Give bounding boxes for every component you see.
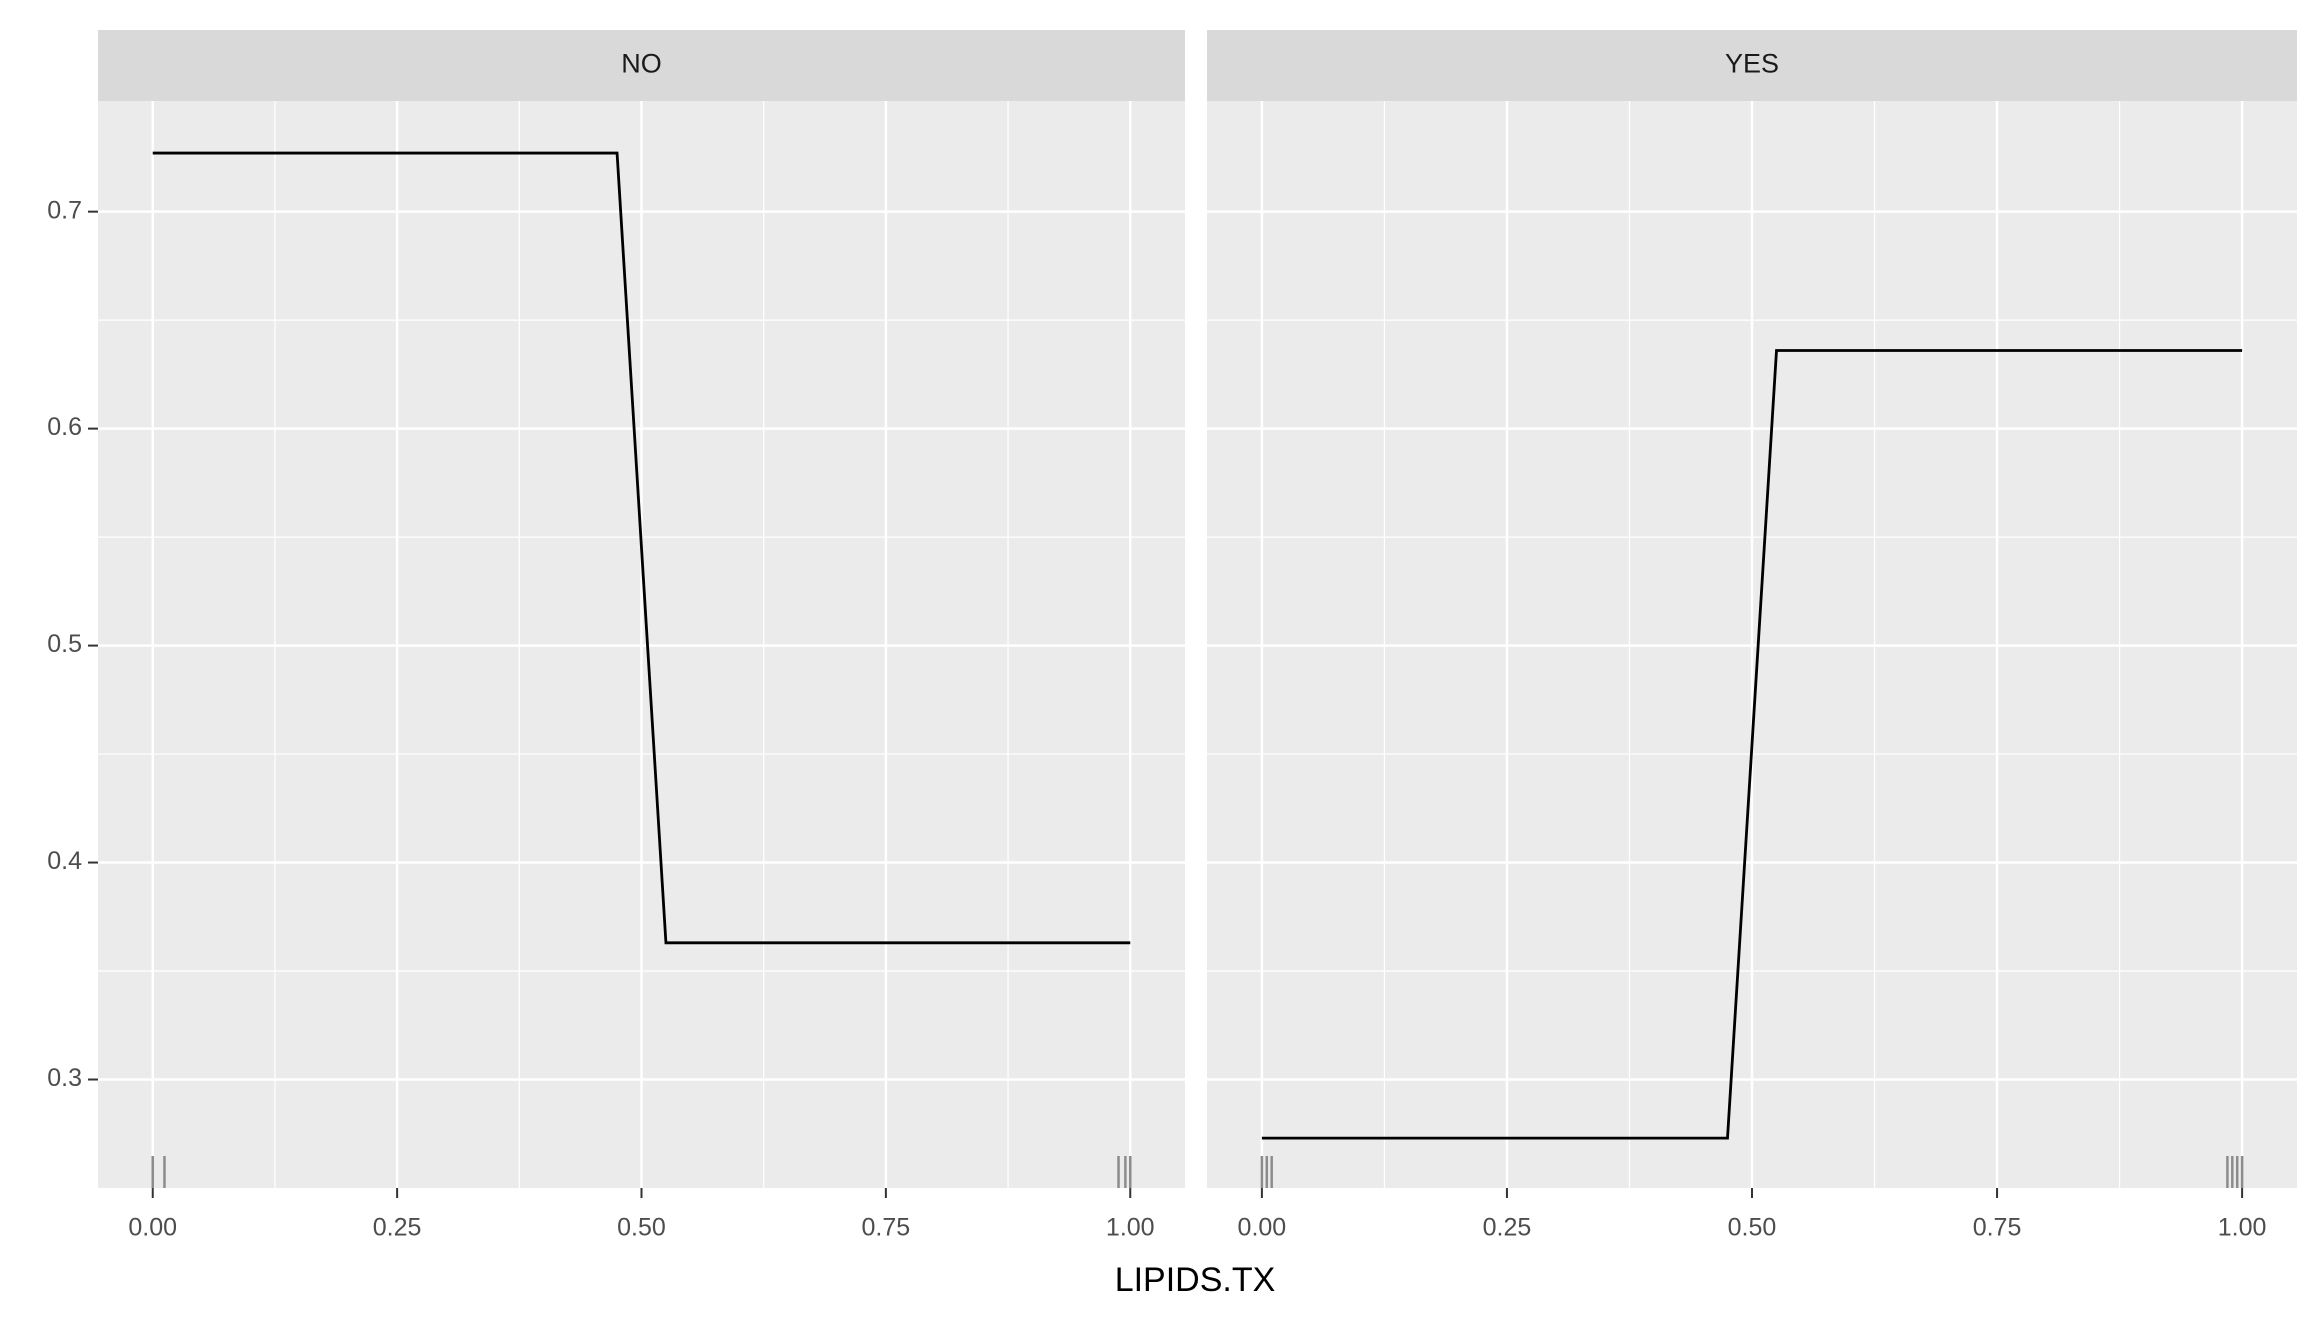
strip-label: YES (1725, 49, 1779, 79)
strip-label: NO (621, 49, 662, 79)
y-tick-label: 0.7 (47, 196, 82, 224)
x-tick-label: 0.50 (617, 1214, 666, 1242)
y-tick-label: 0.5 (47, 630, 82, 658)
line (152, 151, 1131, 945)
strip (1207, 30, 2297, 101)
x-tick-label: 0.25 (373, 1214, 422, 1242)
x-tick-label: 0.00 (1238, 1214, 1287, 1242)
x-tick-label: 0.75 (862, 1214, 911, 1242)
x-tick-label: 1.00 (2218, 1214, 2267, 1242)
x-tick-label: 0.50 (1728, 1214, 1777, 1242)
x-tick-label: 0.00 (128, 1214, 177, 1242)
x-tick-label: 1.00 (1106, 1214, 1155, 1242)
line (1261, 349, 2243, 1140)
y-tick-label: 0.4 (47, 847, 82, 875)
y-tick-label: 0.3 (47, 1064, 82, 1092)
y-tick-label: 0.6 (47, 413, 82, 441)
x-tick-label: 0.25 (1483, 1214, 1532, 1242)
x-tick-label: 0.75 (1973, 1214, 2022, 1242)
x-axis-label: LIPIDS.TX (1115, 1261, 1276, 1299)
strip (98, 30, 1185, 101)
